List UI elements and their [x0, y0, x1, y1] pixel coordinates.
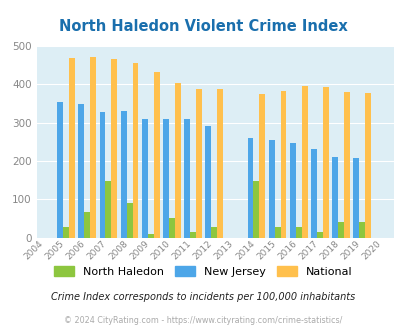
Bar [259, 94, 264, 238]
Bar [211, 227, 217, 238]
Bar [337, 222, 343, 238]
Bar [132, 63, 138, 238]
Bar [205, 126, 211, 238]
Bar [268, 140, 274, 238]
Text: Crime Index corresponds to incidents per 100,000 inhabitants: Crime Index corresponds to incidents per… [51, 292, 354, 302]
Bar [217, 89, 222, 238]
Bar [190, 232, 196, 238]
Bar [295, 227, 301, 238]
Bar [111, 59, 117, 238]
Bar [247, 138, 253, 238]
Bar [126, 203, 132, 238]
Bar [175, 82, 180, 238]
Bar [99, 112, 105, 238]
Bar [168, 218, 175, 238]
Bar [352, 158, 358, 238]
Bar [63, 227, 69, 238]
Bar [69, 58, 75, 238]
Bar [331, 157, 337, 238]
Bar [310, 149, 316, 238]
Bar [253, 181, 259, 238]
Bar [90, 56, 96, 238]
Text: © 2024 CityRating.com - https://www.cityrating.com/crime-statistics/: © 2024 CityRating.com - https://www.city… [64, 315, 341, 325]
Bar [289, 143, 295, 238]
Bar [343, 92, 349, 238]
Bar [364, 92, 370, 238]
Legend: North Haledon, New Jersey, National: North Haledon, New Jersey, National [49, 261, 356, 281]
Bar [301, 85, 307, 238]
Bar [322, 87, 328, 238]
Bar [316, 232, 322, 238]
Bar [105, 181, 111, 238]
Bar [274, 227, 280, 238]
Bar [196, 89, 201, 238]
Bar [280, 91, 286, 238]
Text: North Haledon Violent Crime Index: North Haledon Violent Crime Index [58, 19, 347, 34]
Bar [84, 212, 90, 238]
Bar [183, 119, 190, 238]
Bar [162, 119, 168, 238]
Bar [141, 118, 147, 238]
Bar [78, 104, 84, 238]
Bar [120, 111, 126, 238]
Bar [57, 102, 63, 238]
Bar [358, 222, 364, 238]
Bar [147, 234, 153, 238]
Bar [153, 72, 159, 238]
